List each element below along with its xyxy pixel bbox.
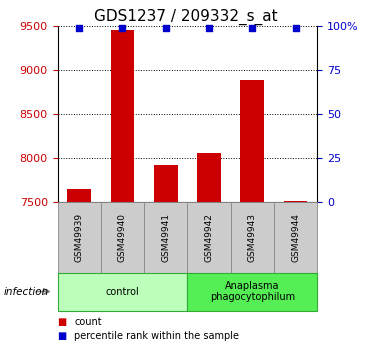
- Text: infection: infection: [4, 287, 49, 296]
- Text: GSM49943: GSM49943: [248, 213, 257, 262]
- Bar: [67, 189, 91, 202]
- Text: GSM49944: GSM49944: [291, 213, 300, 262]
- Text: GSM49942: GSM49942: [204, 213, 213, 262]
- Bar: [231, 202, 274, 273]
- Bar: [144, 202, 187, 273]
- Point: [119, 25, 125, 30]
- Text: GSM49940: GSM49940: [118, 213, 127, 262]
- Text: count: count: [74, 317, 102, 327]
- Point: [206, 25, 212, 30]
- Text: percentile rank within the sample: percentile rank within the sample: [74, 332, 239, 341]
- Point: [163, 25, 169, 30]
- Text: ■: ■: [58, 317, 67, 327]
- Bar: [101, 202, 144, 273]
- Bar: [284, 201, 308, 202]
- Bar: [187, 202, 231, 273]
- Bar: [154, 165, 178, 202]
- Point: [293, 25, 299, 30]
- Bar: [58, 273, 187, 310]
- Text: control: control: [106, 287, 139, 296]
- Bar: [187, 273, 317, 310]
- Text: Anaplasma
phagocytophilum: Anaplasma phagocytophilum: [210, 281, 295, 302]
- Text: GSM49941: GSM49941: [161, 213, 170, 262]
- Bar: [111, 30, 134, 202]
- Bar: [274, 202, 317, 273]
- Bar: [197, 154, 221, 202]
- Text: ■: ■: [58, 332, 67, 341]
- Bar: [240, 80, 264, 202]
- Text: GDS1237 / 209332_s_at: GDS1237 / 209332_s_at: [94, 9, 277, 25]
- Text: GSM49939: GSM49939: [75, 213, 83, 262]
- Point: [76, 25, 82, 30]
- Point: [249, 25, 255, 30]
- Bar: [58, 202, 101, 273]
